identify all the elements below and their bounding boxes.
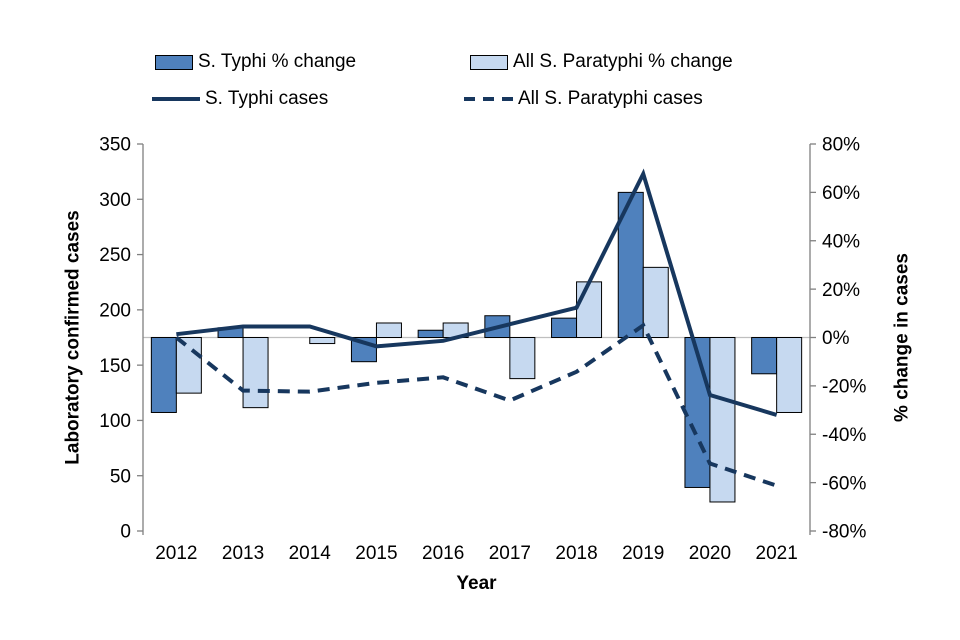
right-axis-tick-label: 60% xyxy=(822,183,860,204)
x-axis-tick-label: 2021 xyxy=(756,543,798,564)
bar-paratyphi-2015 xyxy=(375,322,402,338)
x-axis-tick-label: 2016 xyxy=(422,543,464,564)
right-axis-tick-label: 80% xyxy=(822,135,860,156)
legend-item-para-pct: All S. Paratyphi % change xyxy=(470,51,733,73)
para-cases-line-swatch-icon xyxy=(464,97,513,101)
bar-paratyphi-2019 xyxy=(642,266,669,339)
right-axis-tick-label: 0% xyxy=(822,328,850,349)
right-axis-tick-label: -60% xyxy=(822,473,866,494)
x-axis-tick-label: 2013 xyxy=(222,543,264,564)
right-axis-tick-label: -20% xyxy=(822,377,866,398)
x-axis-tick-label: 2019 xyxy=(622,543,664,564)
x-axis-title: Year xyxy=(456,573,497,594)
x-axis-tick-label: 2018 xyxy=(555,543,597,564)
left-axis-tick-label: 0 xyxy=(120,522,131,543)
right-axis-tick-label: 20% xyxy=(822,280,860,301)
bar-paratyphi-2012 xyxy=(175,337,202,394)
x-axis-tick-label: 2012 xyxy=(155,543,197,564)
legend-label-para-pct: All S. Paratyphi % change xyxy=(513,51,733,72)
bar-paratyphi-2018 xyxy=(576,281,603,338)
bar-typhi-2021 xyxy=(751,337,778,375)
left-axis-tick-label: 250 xyxy=(99,245,131,266)
right-axis-tick-label: -80% xyxy=(822,522,866,543)
bar-typhi-2016 xyxy=(417,329,444,338)
left-axis-tick-label: 100 xyxy=(99,411,131,432)
bar-paratyphi-2013 xyxy=(242,337,269,409)
bar-paratyphi-2021 xyxy=(776,337,803,413)
x-axis-tick-label: 2017 xyxy=(489,543,531,564)
bar-paratyphi-2020 xyxy=(709,337,736,503)
bar-typhi-2012 xyxy=(150,337,177,413)
para-pct-bar-swatch-icon xyxy=(470,54,508,70)
left-axis-tick-label: 300 xyxy=(99,190,131,211)
x-axis-tick-label: 2014 xyxy=(289,543,332,564)
right-axis-tick-label: -40% xyxy=(822,425,866,446)
line-typhi-cases xyxy=(176,168,778,417)
left-axis-tick-label: 200 xyxy=(99,301,131,322)
bar-typhi-2018 xyxy=(551,317,578,338)
left-axis-tick-label: 50 xyxy=(110,466,131,487)
legend-label-typhi-cases: S. Typhi cases xyxy=(205,88,329,109)
line-paratyphi-cases xyxy=(175,322,778,488)
legend-label-typhi-pct: S. Typhi % change xyxy=(198,51,357,72)
typhi-cases-line-swatch-icon xyxy=(152,97,200,101)
bar-paratyphi-2014 xyxy=(309,337,336,345)
left-axis-tick-label: 150 xyxy=(99,356,131,377)
bar-paratyphi-2017 xyxy=(509,337,536,380)
right-axis-title: % change in cases xyxy=(892,253,913,422)
right-axis-tick-label: 40% xyxy=(822,231,860,252)
typhi-pct-bar-swatch-icon xyxy=(155,54,193,70)
legend-item-typhi-cases: S. Typhi cases xyxy=(152,88,328,110)
legend-item-typhi-pct: S. Typhi % change xyxy=(155,51,356,73)
left-axis-tick-label: 350 xyxy=(99,135,131,156)
legend-item-para-cases: All S. Paratyphi cases xyxy=(464,88,703,110)
left-axis-title: Laboratory confirmed cases xyxy=(63,210,84,464)
x-axis-tick-label: 2020 xyxy=(689,543,731,564)
x-axis-tick-label: 2015 xyxy=(355,543,397,564)
legend-label-para-cases: All S. Paratyphi cases xyxy=(518,88,703,109)
bar-typhi-2020 xyxy=(684,337,711,488)
